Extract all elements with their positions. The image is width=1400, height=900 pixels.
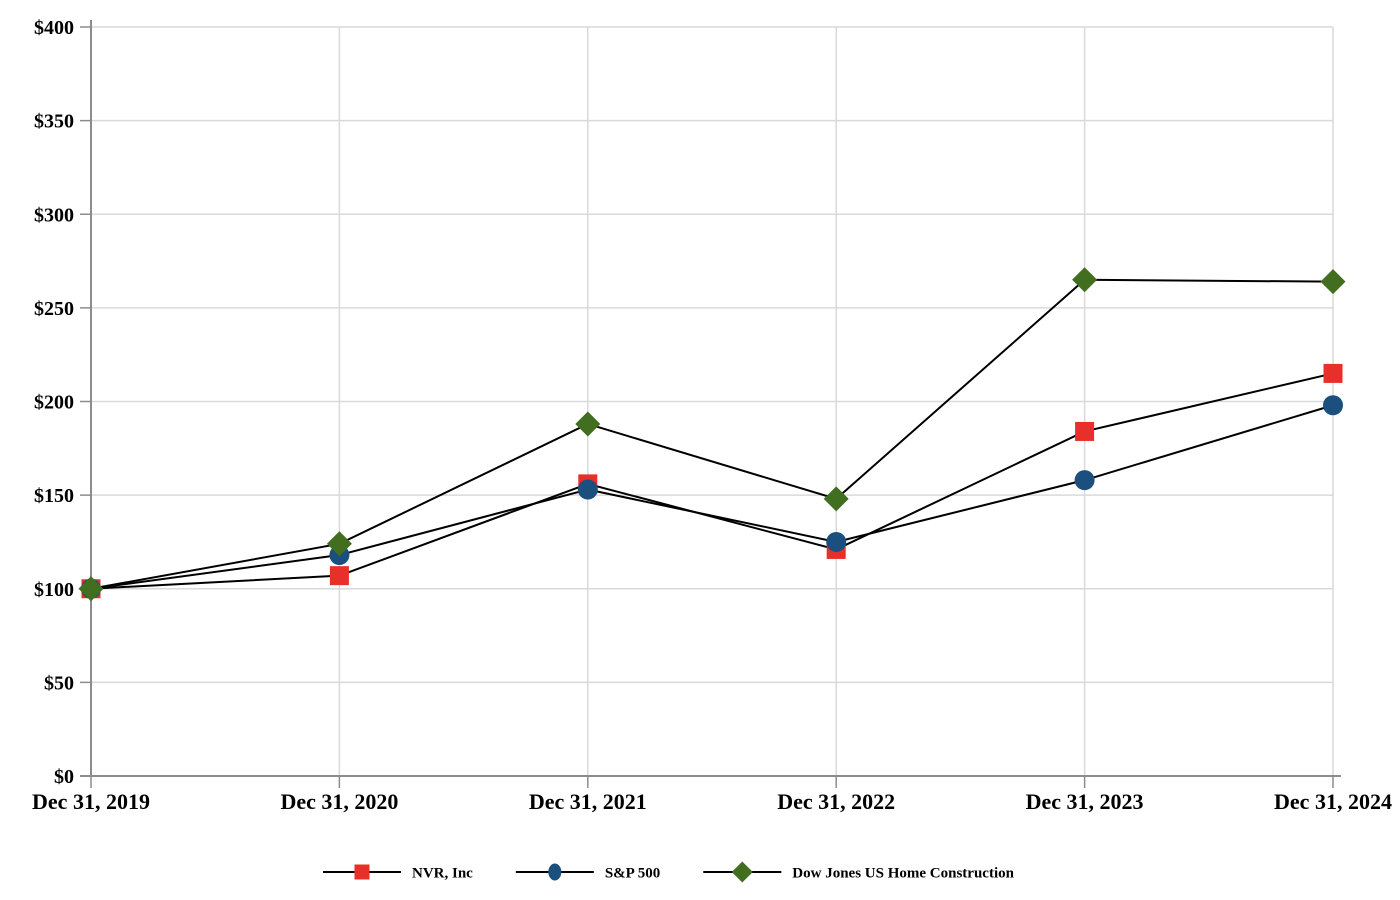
y-tick-label: $0 [54, 766, 74, 788]
x-axis-labels: Dec 31, 2019 Dec 31, 2020 Dec 31, 2021 Dec … [32, 789, 1392, 814]
legend-diamond-marker [731, 861, 753, 883]
legend-square-marker [354, 864, 370, 880]
circle-marker [1323, 395, 1343, 416]
diamond-marker [575, 411, 601, 437]
y-tick-label: $400 [34, 17, 74, 39]
legend-label: Dow Jones US Home Construction [792, 865, 1014, 881]
square-marker [329, 566, 349, 586]
circle-marker [826, 531, 847, 552]
square-marker [1075, 421, 1095, 441]
legend-item-s-p-500: S&P 500 [515, 863, 660, 881]
x-tick-label: Dec 31, 2023 [1026, 789, 1144, 814]
y-tick-label: $250 [34, 298, 74, 320]
x-tick-label: Dec 31, 2019 [32, 789, 150, 814]
y-tick-label: $350 [34, 111, 74, 133]
x-tick-label: Dec 31, 2022 [777, 789, 895, 814]
series-line-s-p-500 [90, 404, 1334, 590]
y-tick-label: $100 [34, 579, 74, 601]
diamond-marker [823, 486, 849, 512]
circle-marker [577, 479, 598, 500]
series-markers-dow-jones-us-home-construction [78, 267, 1346, 602]
legend-item-nvr-inc: NVR, Inc [323, 864, 473, 881]
circle-marker [1074, 470, 1095, 491]
diamond-marker [1320, 269, 1346, 295]
legend-label: S&P 500 [605, 865, 660, 881]
y-tick-label: $50 [44, 672, 74, 694]
y-tick-label: $300 [34, 204, 74, 226]
legend-item-dow-jones-us-home-construction: Dow Jones US Home Construction [703, 861, 1015, 883]
y-tick-label: $150 [34, 485, 74, 507]
x-tick-label: Dec 31, 2021 [529, 789, 647, 814]
y-axis-labels: $0 $50 $100 $150 $200 $250 $300 $350 $400 [34, 17, 74, 788]
x-tick-label: Dec 31, 2020 [280, 789, 398, 814]
legend-circle-marker [548, 863, 562, 881]
diamond-marker [78, 576, 104, 602]
x-tick-label: Dec 31, 2024 [1274, 789, 1392, 814]
y-tick-label: $200 [34, 392, 74, 414]
series-lines [90, 278, 1334, 590]
diamond-marker [326, 531, 352, 557]
square-marker [1323, 363, 1343, 383]
series-line-dow-jones-us-home-construction [90, 278, 1334, 590]
diamond-marker [1072, 267, 1098, 293]
legend: NVR, Inc S&P 500 Dow Jones US Home Constru… [323, 861, 1015, 883]
legend-label: NVR, Inc [412, 865, 473, 881]
